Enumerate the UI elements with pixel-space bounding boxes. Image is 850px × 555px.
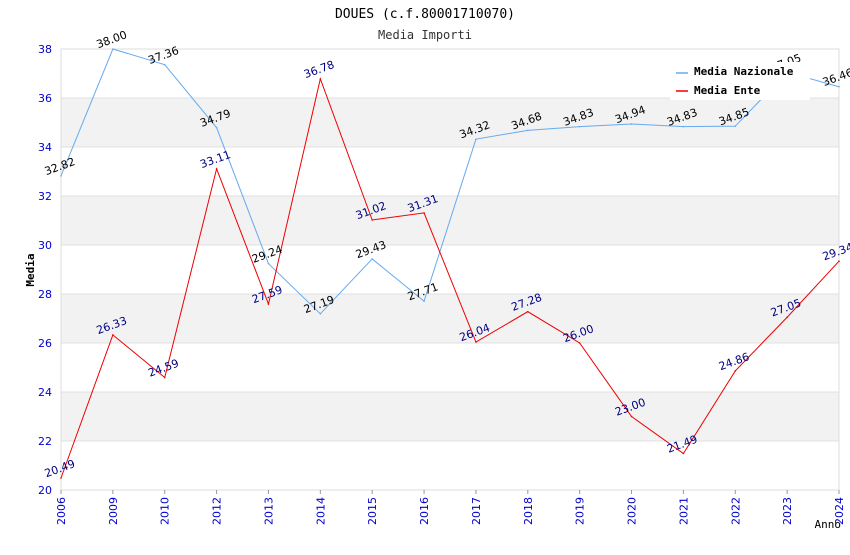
legend: Media Nazionale Media Ente bbox=[670, 62, 810, 100]
point-nazionale bbox=[112, 48, 114, 50]
point-nazionale bbox=[215, 126, 218, 129]
point-ente bbox=[371, 219, 374, 221]
background-band bbox=[61, 147, 839, 196]
x-tick-label: 2017 bbox=[470, 497, 483, 525]
background-band bbox=[61, 392, 839, 441]
y-tick-label: 20 bbox=[38, 484, 52, 497]
x-tick-label: 2014 bbox=[314, 497, 327, 525]
x-tick-label: 2006 bbox=[55, 497, 68, 525]
point-ente bbox=[682, 452, 685, 455]
background-band bbox=[61, 294, 839, 343]
point-nazionale bbox=[371, 258, 374, 260]
chart-title: DOUES (c.f.80001710070) bbox=[335, 7, 515, 22]
point-nazionale bbox=[527, 129, 529, 132]
series-group bbox=[60, 48, 840, 479]
point-nazionale bbox=[423, 300, 425, 302]
x-tick-label: 2021 bbox=[677, 497, 690, 525]
point-ente bbox=[838, 260, 840, 262]
background-band bbox=[61, 441, 839, 490]
x-tick-label: 2013 bbox=[262, 497, 275, 525]
x-axis-label: Anno bbox=[815, 518, 842, 531]
x-tick-label: 2022 bbox=[729, 497, 742, 525]
point-nazionale bbox=[60, 175, 62, 177]
point-nazionale bbox=[163, 63, 166, 66]
point-nazionale bbox=[630, 123, 633, 125]
point-ente bbox=[60, 477, 62, 479]
chart-subtitle: Media Importi bbox=[378, 28, 472, 42]
y-tick-label: 30 bbox=[38, 239, 52, 252]
y-tick-label: 34 bbox=[38, 141, 52, 154]
point-nazionale bbox=[682, 125, 685, 128]
y-axis-ticks: 20 22 24 26 28 30 32 34 36 38 bbox=[38, 43, 52, 497]
x-tick-label: 2015 bbox=[366, 497, 379, 525]
point-nazionale bbox=[475, 138, 477, 140]
y-tick-label: 28 bbox=[38, 288, 52, 301]
point-ente bbox=[786, 316, 788, 319]
x-tick-label: 2010 bbox=[159, 497, 172, 525]
point-ente bbox=[163, 376, 166, 379]
point-ente bbox=[475, 341, 477, 343]
legend-label-nazionale: Media Nazionale bbox=[694, 65, 794, 78]
legend-box bbox=[670, 62, 810, 100]
series-line-ente bbox=[60, 77, 840, 479]
plot-frame bbox=[60, 48, 840, 491]
x-tick-label: 2019 bbox=[574, 497, 587, 525]
background-band bbox=[61, 343, 839, 392]
point-ente bbox=[423, 212, 425, 214]
point-ente bbox=[112, 334, 114, 336]
point-nazionale bbox=[319, 313, 322, 315]
point-nazionale bbox=[578, 125, 581, 128]
background-band bbox=[61, 98, 839, 147]
y-tick-label: 36 bbox=[38, 92, 52, 105]
point-ente bbox=[527, 310, 529, 313]
legend-label-ente: Media Ente bbox=[694, 84, 761, 97]
point-ente bbox=[578, 342, 581, 344]
y-tick-label: 26 bbox=[38, 337, 52, 350]
x-tick-label: 2024 bbox=[833, 497, 846, 525]
point-ente bbox=[319, 78, 322, 80]
point-ente bbox=[215, 168, 218, 170]
series-line-nazionale bbox=[60, 48, 840, 315]
point-nazionale bbox=[267, 262, 270, 265]
y-tick-label: 24 bbox=[38, 386, 52, 399]
y-tick-label: 32 bbox=[38, 190, 52, 203]
y-tick-label: 22 bbox=[38, 435, 52, 448]
plot-background-bands bbox=[61, 49, 839, 490]
x-axis-ticks: 2006 2009 2010 2012 2013 2014 2015 2016 2017 2018… bbox=[55, 490, 846, 525]
x-tick-label: 2018 bbox=[522, 497, 535, 525]
point-ente bbox=[734, 370, 737, 372]
x-tick-label: 2016 bbox=[418, 497, 431, 525]
y-axis-label: Media bbox=[24, 253, 37, 286]
y-tick-label: 38 bbox=[38, 43, 52, 56]
point-ente bbox=[630, 415, 633, 418]
point-ente bbox=[267, 303, 270, 305]
point-nazionale bbox=[838, 85, 840, 88]
point-nazionale bbox=[734, 125, 737, 127]
data-label-nazionale: 38.00 bbox=[95, 28, 129, 51]
x-tick-label: 2023 bbox=[781, 497, 794, 525]
x-tick-label: 2020 bbox=[626, 497, 639, 525]
x-tick-label: 2009 bbox=[107, 497, 120, 525]
x-tick-label: 2012 bbox=[211, 497, 224, 525]
background-band bbox=[61, 245, 839, 294]
